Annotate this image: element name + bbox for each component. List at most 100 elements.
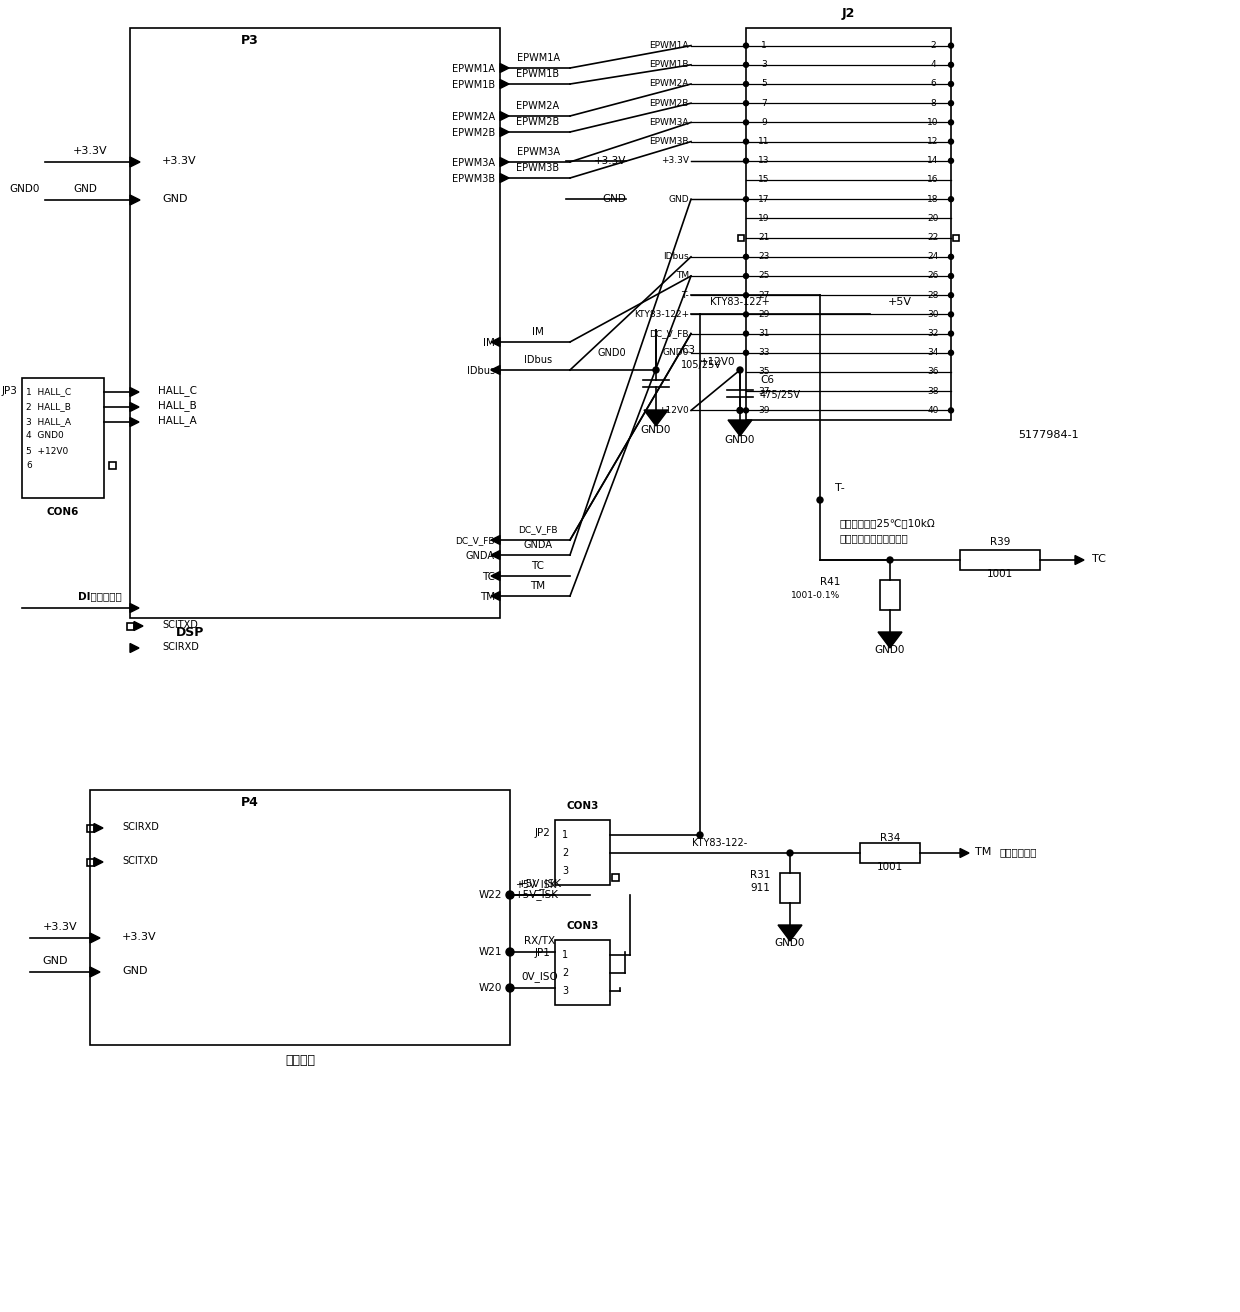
Bar (22, 378, 104, 499)
Text: 2: 2 (930, 41, 936, 50)
Text: DSP: DSP (176, 627, 205, 639)
Text: 105/25V: 105/25V (681, 359, 722, 370)
Text: GNDA: GNDA (466, 551, 495, 562)
Text: GND: GND (668, 194, 689, 203)
Bar (880, 580, 900, 610)
Text: 24: 24 (928, 252, 939, 261)
Text: EPWM1B: EPWM1B (451, 80, 495, 91)
Circle shape (949, 408, 954, 413)
Text: EPWM3B: EPWM3B (451, 174, 495, 184)
Text: GND0: GND0 (662, 348, 689, 357)
Circle shape (949, 62, 954, 67)
Text: R34: R34 (880, 833, 900, 844)
Text: 0V_ISO: 0V_ISO (522, 972, 558, 983)
Text: 19: 19 (758, 214, 770, 223)
Text: +5V: +5V (888, 298, 911, 307)
Text: T-: T- (835, 483, 844, 493)
Polygon shape (491, 592, 500, 601)
Text: IDbus: IDbus (525, 356, 552, 365)
Text: 40: 40 (928, 405, 939, 415)
Text: 3  HALL_A: 3 HALL_A (26, 417, 71, 426)
Circle shape (949, 331, 954, 336)
Circle shape (744, 62, 749, 67)
Text: 1: 1 (562, 950, 568, 960)
Text: 14: 14 (928, 156, 939, 165)
Text: 控制器功率板温度测量采: 控制器功率板温度测量采 (839, 533, 909, 543)
Text: 1: 1 (761, 41, 766, 50)
Circle shape (949, 159, 954, 163)
Circle shape (697, 832, 703, 838)
Text: 32: 32 (928, 329, 939, 338)
Text: GND0: GND0 (598, 348, 626, 358)
Text: 1001: 1001 (987, 569, 1013, 579)
Text: 10: 10 (928, 118, 939, 127)
Text: 3: 3 (562, 866, 568, 876)
Bar (738, 235, 744, 240)
Circle shape (949, 255, 954, 260)
Bar (130, 28, 500, 618)
Text: 16: 16 (928, 176, 939, 185)
Text: 28: 28 (928, 291, 939, 299)
Text: JP1: JP1 (534, 949, 551, 958)
Text: TM: TM (480, 592, 495, 602)
Polygon shape (1075, 555, 1084, 564)
Polygon shape (130, 195, 140, 205)
Bar (109, 462, 115, 468)
Polygon shape (130, 157, 140, 167)
Text: TM: TM (676, 272, 689, 281)
Text: 2  HALL_B: 2 HALL_B (26, 403, 71, 412)
Text: +5V_ISK: +5V_ISK (518, 879, 562, 890)
Circle shape (744, 81, 749, 87)
Text: 35: 35 (758, 367, 770, 377)
Polygon shape (500, 112, 508, 121)
Circle shape (949, 273, 954, 278)
Text: SCIRXD: SCIRXD (122, 823, 159, 832)
Text: CON6: CON6 (47, 506, 79, 517)
Circle shape (744, 255, 749, 260)
Polygon shape (91, 967, 100, 977)
Text: 6: 6 (930, 80, 936, 88)
Polygon shape (491, 572, 500, 580)
Polygon shape (878, 632, 901, 648)
Text: CON3: CON3 (567, 802, 599, 811)
Text: 3: 3 (562, 987, 568, 996)
Text: GND: GND (73, 184, 97, 194)
Polygon shape (500, 173, 508, 182)
Text: EPWM3A: EPWM3A (453, 157, 495, 168)
Text: DC_V_FB: DC_V_FB (518, 526, 558, 534)
Text: 2: 2 (562, 848, 568, 858)
Text: EPWM1B: EPWM1B (516, 70, 559, 79)
Bar (87, 824, 93, 832)
Text: +12V0: +12V0 (658, 405, 689, 415)
Bar (87, 858, 93, 866)
Circle shape (744, 197, 749, 202)
Text: 911: 911 (750, 883, 770, 893)
Text: TM: TM (531, 581, 546, 590)
Circle shape (949, 119, 954, 125)
Text: DI开关量输入: DI开关量输入 (78, 590, 122, 601)
Circle shape (744, 408, 749, 413)
Text: 25: 25 (759, 272, 770, 281)
Polygon shape (500, 127, 508, 136)
Text: 7: 7 (761, 98, 766, 108)
Text: CON3: CON3 (567, 921, 599, 932)
Text: 1001: 1001 (877, 862, 903, 872)
Text: 31: 31 (758, 329, 770, 338)
Text: EPWM2B: EPWM2B (451, 129, 495, 138)
Text: 36: 36 (928, 367, 939, 377)
Polygon shape (728, 420, 751, 436)
Polygon shape (491, 551, 500, 559)
Text: 17: 17 (758, 194, 770, 203)
Text: KTY83-122+: KTY83-122+ (634, 310, 689, 319)
Text: JP2: JP2 (534, 828, 551, 838)
Text: +3.3V: +3.3V (594, 156, 626, 165)
Text: 29: 29 (759, 310, 770, 319)
Text: 5: 5 (761, 80, 766, 88)
Text: KTY83-122-: KTY83-122- (692, 838, 748, 848)
Circle shape (949, 350, 954, 356)
Text: 1001-0.1%: 1001-0.1% (791, 590, 839, 600)
Text: T-: T- (681, 291, 689, 299)
Polygon shape (91, 933, 100, 943)
Text: TC: TC (1092, 554, 1106, 564)
Text: P3: P3 (241, 34, 259, 46)
